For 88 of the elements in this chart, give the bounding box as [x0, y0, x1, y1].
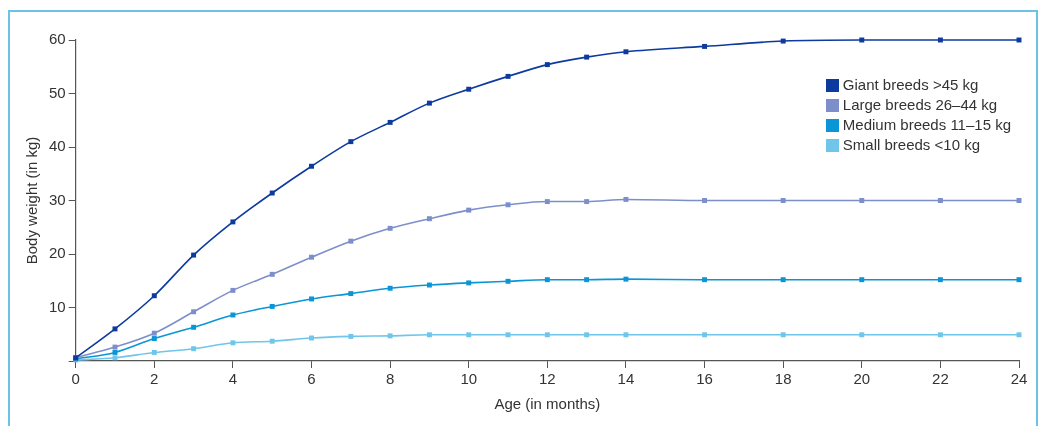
x-tick-label: 12 [539, 370, 556, 388]
point [348, 139, 354, 145]
x-tick-label: 22 [932, 370, 949, 388]
point [151, 349, 157, 355]
x-tick-label: 0 [71, 370, 80, 388]
point [309, 254, 314, 260]
legend-label: Large breeds 26–44 kg [842, 95, 998, 115]
point [937, 277, 943, 283]
point [702, 43, 708, 49]
point [230, 340, 236, 346]
point [387, 225, 393, 231]
x-tick-label: 10 [460, 370, 478, 388]
point [937, 198, 943, 203]
point [309, 296, 314, 302]
point [348, 238, 354, 244]
point [466, 207, 472, 213]
point [466, 280, 472, 286]
point [623, 196, 629, 202]
x-tick-label: 8 [385, 370, 395, 388]
point [544, 332, 550, 338]
point [584, 277, 590, 283]
point [859, 277, 865, 283]
point [151, 336, 157, 342]
point [505, 278, 511, 284]
point [426, 282, 432, 288]
point [151, 293, 157, 299]
point [544, 62, 550, 68]
point [702, 332, 708, 338]
point [309, 163, 314, 169]
point [348, 333, 354, 339]
x-tick-label: 24 [1010, 370, 1028, 388]
point [544, 199, 550, 205]
point [191, 309, 197, 315]
point [859, 332, 865, 338]
x-tick-label: 6 [307, 370, 316, 388]
y-tick-label: 20 [49, 244, 66, 262]
point [505, 73, 511, 79]
point [584, 199, 590, 205]
x-tick-label: 14 [617, 370, 635, 388]
legend-label: Medium breeds 11–15 kg [842, 115, 1011, 135]
point [191, 252, 197, 258]
point [780, 332, 786, 338]
point [426, 216, 432, 222]
point [584, 332, 590, 338]
point [230, 219, 236, 225]
x-tick-label: 16 [696, 370, 713, 388]
point [269, 271, 275, 277]
y-tick-label: 10 [49, 297, 66, 315]
y-tick-label: 40 [49, 137, 66, 155]
point [191, 346, 197, 352]
point [780, 38, 786, 44]
point [348, 291, 354, 297]
x-tick-label: 18 [774, 370, 792, 388]
point [387, 119, 393, 125]
point [466, 332, 472, 338]
x-tick-label: 2 [150, 370, 159, 388]
y-tick-label: 50 [49, 83, 66, 101]
point [387, 333, 393, 339]
point [426, 332, 432, 338]
point [505, 332, 511, 338]
legend-label: Small breeds <10 kg [842, 135, 980, 155]
x-tick-label: 20 [853, 370, 871, 388]
point [544, 277, 550, 283]
point [426, 100, 432, 106]
point [702, 198, 708, 203]
x-axis-title: Age (in months) [494, 395, 601, 413]
x-tick-label: 4 [228, 370, 238, 388]
y-tick-label: 60 [49, 30, 66, 48]
point [623, 276, 629, 282]
point [387, 285, 393, 291]
point [780, 277, 786, 283]
point [623, 49, 629, 55]
y-axis-title: Body weight (in kg) [23, 136, 41, 265]
point [191, 324, 197, 330]
point [937, 332, 943, 338]
point [466, 86, 472, 92]
point [151, 330, 157, 336]
point [780, 198, 786, 203]
point [505, 202, 511, 208]
point [269, 338, 275, 344]
point [623, 332, 629, 338]
point [702, 277, 708, 283]
point [859, 198, 865, 203]
point [269, 303, 275, 309]
y-tick-label: 30 [49, 190, 66, 208]
legend-label: Giant breeds >45 kg [842, 75, 979, 95]
point [230, 287, 236, 293]
point [584, 54, 590, 60]
